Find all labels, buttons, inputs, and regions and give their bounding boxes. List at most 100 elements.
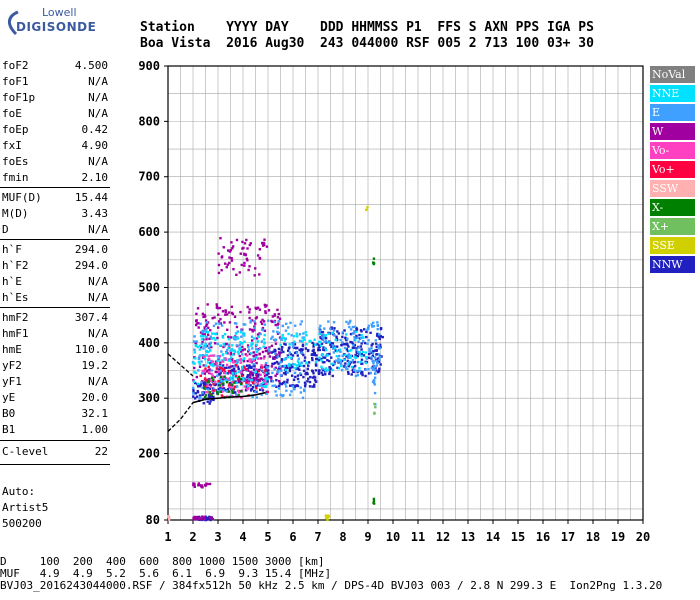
x-tick-label: 2 [189, 530, 196, 544]
data-point [253, 322, 257, 325]
data-point [270, 319, 273, 323]
data-point [345, 348, 349, 351]
data-point [210, 337, 214, 340]
data-point [255, 380, 258, 384]
station-header: Station YYYY DAY DDD HHMMSS P1 FFS S AXN… [140, 20, 594, 52]
data-point [375, 364, 379, 367]
data-point [251, 385, 255, 389]
param-value: 294.0 [74, 243, 108, 256]
data-point [225, 389, 228, 393]
data-point [274, 374, 277, 377]
data-point [229, 359, 232, 363]
data-point [348, 321, 351, 324]
data-point [260, 340, 264, 343]
data-point [209, 400, 212, 403]
data-point [272, 330, 275, 333]
data-point [284, 357, 288, 360]
param-name: M(D) [2, 207, 29, 220]
data-point [372, 501, 375, 505]
data-point [245, 238, 248, 242]
data-point [372, 359, 375, 363]
data-point [255, 368, 258, 371]
data-point [197, 369, 200, 372]
y-tick-label: 300 [138, 391, 160, 405]
data-point [352, 366, 355, 369]
data-point [269, 351, 272, 354]
data-point [321, 330, 325, 334]
data-point [211, 362, 215, 366]
data-point [355, 334, 358, 338]
data-point [358, 350, 361, 354]
data-point [258, 256, 261, 260]
data-point [250, 378, 253, 382]
data-point [339, 360, 343, 363]
data-point [217, 263, 221, 267]
data-point [222, 358, 225, 362]
data-point [275, 378, 278, 382]
y-tick-label: 900 [138, 59, 160, 73]
data-point [344, 353, 347, 357]
data-point [218, 368, 221, 371]
data-point [241, 240, 244, 244]
data-point [203, 333, 206, 336]
param-name: fxI [2, 139, 22, 152]
data-point [231, 371, 234, 375]
data-point [256, 378, 260, 381]
data-point [222, 383, 225, 387]
data-point [288, 393, 292, 397]
data-point [314, 376, 317, 379]
data-point [193, 397, 197, 400]
data-point [217, 381, 220, 385]
data-point [211, 518, 214, 521]
data-point [312, 343, 316, 346]
data-point [192, 390, 195, 393]
data-point [245, 369, 248, 372]
data-point [262, 320, 266, 323]
data-point [273, 357, 276, 360]
data-point [291, 354, 295, 357]
data-point [349, 319, 352, 323]
data-point [301, 339, 304, 343]
x-tick-label: 17 [561, 530, 575, 544]
data-point [194, 371, 197, 375]
data-point [360, 352, 363, 356]
data-point [294, 366, 297, 370]
data-point [253, 329, 256, 332]
data-point [232, 353, 235, 356]
data-point [261, 369, 264, 372]
data-point [212, 324, 216, 328]
data-point [231, 380, 234, 384]
data-point [217, 313, 220, 316]
data-point [275, 394, 278, 397]
param-name: foF1 [2, 75, 29, 88]
data-point [304, 383, 307, 386]
data-point [239, 331, 243, 334]
data-point [304, 347, 308, 350]
data-point [252, 354, 255, 358]
data-point [204, 353, 207, 357]
data-point [373, 383, 376, 386]
data-point [248, 366, 251, 369]
data-point [237, 367, 240, 371]
data-point [360, 334, 363, 337]
data-point [341, 331, 344, 334]
data-point [296, 374, 300, 377]
data-point [276, 330, 279, 334]
data-point [371, 342, 374, 346]
data-point [313, 352, 317, 355]
data-point [237, 391, 241, 394]
data-point [222, 388, 225, 392]
data-point [219, 371, 222, 375]
data-point [201, 354, 204, 357]
data-point [204, 381, 207, 384]
data-point [208, 482, 212, 486]
data-point [258, 352, 261, 355]
data-point [221, 334, 224, 338]
data-point [235, 362, 239, 366]
data-point [252, 359, 256, 363]
data-point [290, 390, 293, 393]
data-point [247, 350, 250, 353]
data-point [330, 345, 333, 348]
data-point [244, 368, 248, 371]
data-point [241, 345, 244, 349]
